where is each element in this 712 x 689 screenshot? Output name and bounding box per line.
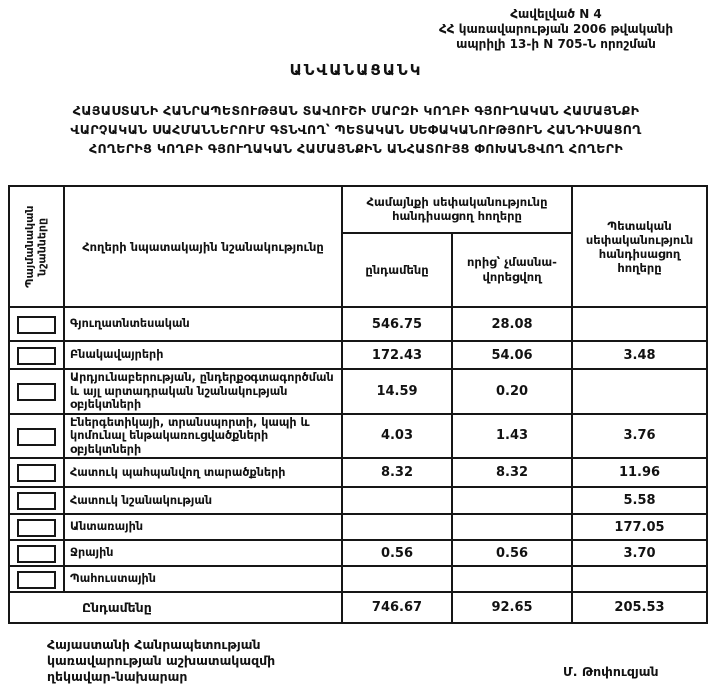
decree-reference-line: ՀՀ կառավարության 2006 թվականի — [438, 22, 674, 36]
row-label: Ջրային — [63, 539, 343, 567]
row-label: Հատուկ պահպանվող տարածքների — [63, 457, 343, 488]
cell-value-total: 8.32 — [341, 457, 453, 488]
symbol-cell — [8, 457, 65, 488]
cell-value-non-privatized — [450, 513, 574, 541]
signatory-title-line: Հայաստանի Հանրապետության — [47, 637, 261, 652]
symbol-cell — [8, 412, 65, 459]
signatory-title-line: կառավարության աշխատակազմի — [47, 653, 276, 668]
col-header-symbols-label: Պայմանական նշանները — [23, 205, 49, 288]
symbol-cell — [8, 513, 65, 541]
signatory-title: Հայաստանի Հանրապետության կառավարության ա… — [47, 637, 275, 685]
row-label: Արդյունաբերության, ընդերքօգտագործման և ա… — [63, 368, 343, 415]
cell-value-total — [341, 513, 453, 541]
table-row: Ջրային 0.56 0.56 3.70 — [8, 539, 709, 567]
row-label: Էներգետիկայի, տրանսպորտի, կապի և կոմունա… — [63, 412, 343, 459]
cell-value-non-privatized: 8.32 — [450, 457, 574, 488]
cell-value-state: 177.05 — [571, 513, 709, 541]
decree-reference-line: Հավելված N 4 — [510, 7, 602, 21]
decree-reference-line: ապրիլի 13-ի N 705-Ն որոշման — [456, 37, 656, 51]
total-value-state: 205.53 — [571, 591, 709, 624]
symbol-box — [17, 315, 56, 334]
cell-value-total: 4.03 — [341, 412, 453, 459]
symbol-box — [17, 427, 56, 446]
col-header-purpose: Հողերի նպատակային նշանակությունը — [63, 185, 343, 308]
col-header-symbols: Պայմանական նշանները — [8, 185, 65, 308]
table-row: Անտառային 177.05 — [8, 513, 709, 541]
cell-value-total: 14.59 — [341, 368, 453, 415]
cell-value-state: 3.70 — [571, 539, 709, 567]
cell-value-total — [341, 486, 453, 515]
cell-value-non-privatized: 0.20 — [450, 368, 574, 415]
heading-line: ՀՈՂԵՐԻՑ ԿՈՂԲԻ ԳՅՈՒՂԱԿԱՆ ՀԱՄԱՅՆՔԻՆ ԱՆՀԱՏՈ… — [88, 141, 624, 156]
total-value-non-privatized: 92.65 — [450, 591, 574, 624]
cell-value-state: 5.58 — [571, 486, 709, 515]
table-row: Հատուկ պահպանվող տարածքների 8.32 8.32 11… — [8, 457, 709, 488]
cell-value-total: 546.75 — [341, 306, 453, 342]
signatory-title-line: ղեկավար-նախարար — [47, 669, 188, 684]
col-header-total: ընդամենը — [341, 231, 453, 309]
cell-value-non-privatized: 28.08 — [450, 306, 574, 342]
row-label: Անտառային — [63, 513, 343, 541]
symbol-box — [17, 346, 56, 365]
table-row: Բնակավայրերի 172.43 54.06 3.48 — [8, 340, 709, 370]
cell-value-total — [341, 565, 453, 593]
row-label: Պահուստային — [63, 565, 343, 593]
col-header-community-span: Համայնքի սեփականությունը հանդիսացող հողե… — [340, 185, 574, 234]
symbol-box — [17, 570, 56, 589]
total-value-total: 746.67 — [341, 591, 453, 624]
row-label: Գյուղատնտեսական — [63, 306, 343, 342]
symbol-cell — [8, 368, 65, 415]
cell-value-total: 172.43 — [341, 340, 453, 370]
symbol-box — [17, 518, 56, 537]
total-row-label: Ընդամենը — [8, 591, 343, 624]
cell-value-non-privatized — [450, 565, 574, 593]
table-row: Արդյունաբերության, ընդերքօգտագործման և ա… — [8, 368, 709, 415]
cell-value-non-privatized: 1.43 — [450, 412, 574, 459]
document-heading: ՀԱՅԱՍՏԱՆԻ ՀԱՆՐԱՊԵՏՈՒԹՅԱՆ ՏԱՎՈՒՇԻ ՄԱՐԶԻ Կ… — [4, 101, 708, 158]
row-label: Բնակավայրերի — [63, 340, 343, 370]
row-label: Հատուկ նշանակության — [63, 486, 343, 515]
col-header-non-privatized: որից՝ չմասնա- վորեցվող — [450, 231, 574, 309]
table-row: Պահուստային — [8, 565, 709, 593]
cell-value-state — [571, 565, 709, 593]
symbol-box — [17, 544, 56, 563]
cell-value-state — [571, 368, 709, 415]
header-row-2: ընդամենը որից՝ չմասնա- վորեցվող — [9, 231, 707, 309]
symbol-cell — [8, 340, 65, 370]
cell-value-state — [571, 306, 709, 342]
cell-value-non-privatized: 54.06 — [450, 340, 574, 370]
decree-reference: Հավելված N 4 ՀՀ կառավարության 2006 թվակա… — [408, 7, 704, 52]
land-table: Պայմանական նշանները Հողերի նպատակային նշ… — [8, 185, 709, 624]
cell-value-state: 3.76 — [571, 412, 709, 459]
heading-line: ՀԱՅԱՍՏԱՆԻ ՀԱՆՐԱՊԵՏՈՒԹՅԱՆ ՏԱՎՈՒՇԻ ՄԱՐԶԻ Կ… — [72, 103, 640, 118]
cell-value-state: 3.48 — [571, 340, 709, 370]
table-row: Գյուղատնտեսական 546.75 28.08 — [8, 306, 709, 342]
cell-value-non-privatized — [450, 486, 574, 515]
cell-value-total: 0.56 — [341, 539, 453, 567]
page-title: ԱՆՎԱՆԱՑԱՆԿ — [289, 61, 423, 79]
symbol-cell — [8, 565, 65, 593]
heading-line: ՎԱՐՉԱԿԱՆ ՍԱՀՄԱՆՆԵՐՈՒՄ ԳՏՆՎՈՂ՝ ՊԵՏԱԿԱՆ ՍԵ… — [70, 122, 642, 137]
cell-value-non-privatized: 0.56 — [450, 539, 574, 567]
table-row: Էներգետիկայի, տրանսպորտի, կապի և կոմունա… — [8, 412, 709, 459]
symbol-box — [17, 464, 56, 483]
symbol-box — [17, 383, 56, 401]
table-row: Հատուկ նշանակության 5.58 — [8, 486, 709, 515]
signature-name: Մ. Թոփուզյան — [563, 664, 659, 679]
symbol-box — [17, 492, 56, 511]
symbol-cell — [8, 539, 65, 567]
symbol-cell — [8, 306, 65, 342]
col-header-state: Պետական սեփականություն հանդիսացող հողերը — [571, 185, 709, 308]
total-row: Ընդամենը 746.67 92.65 205.53 — [8, 591, 709, 624]
cell-value-state: 11.96 — [571, 457, 709, 488]
header-row-1: Պայմանական նշանները Հողերի նպատակային նշ… — [8, 185, 709, 308]
symbol-cell — [8, 486, 65, 515]
